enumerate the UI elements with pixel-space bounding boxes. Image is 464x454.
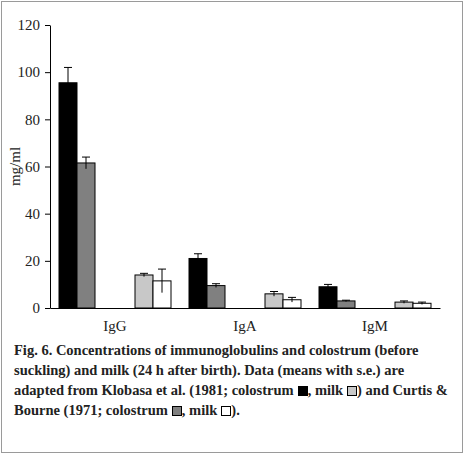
- y-tick-mark: [45, 261, 50, 262]
- caption-swatch: [347, 386, 357, 396]
- y-tick-label: 20: [25, 253, 40, 269]
- x-axis: IgG IgA IgM: [51, 308, 441, 334]
- y-tick-label: 0: [33, 300, 41, 316]
- x-tick-label: IgG: [103, 318, 126, 334]
- bar: [77, 163, 95, 308]
- y-tick-mark: [45, 214, 50, 215]
- y-tick-label: 80: [25, 112, 40, 128]
- y-tick: 80: [25, 112, 50, 128]
- figure: 0 20 40 60 80 100 120 IgG IgA IgM mg/ml Fig. 6. Con…: [0, 0, 464, 454]
- y-tick-mark: [45, 72, 50, 73]
- bar-series: [153, 269, 431, 308]
- error-cap: [400, 300, 408, 301]
- error-bar: [274, 291, 275, 296]
- error-cap: [288, 297, 296, 298]
- bar-series: [59, 67, 337, 308]
- y-tick-mark: [45, 25, 50, 26]
- error-cap: [342, 300, 350, 301]
- y-tick-label: 40: [25, 206, 40, 222]
- bar: [319, 287, 337, 308]
- y-axis-line: [50, 26, 51, 309]
- bar-series: [135, 273, 413, 308]
- error-cap: [140, 273, 148, 274]
- error-bar: [292, 297, 293, 302]
- caption-swatch: [221, 406, 231, 416]
- error-cap: [270, 291, 278, 292]
- error-bar: [68, 67, 69, 98]
- error-cap: [418, 302, 426, 303]
- y-tick-label: 100: [18, 64, 41, 80]
- error-cap: [212, 283, 220, 284]
- y-tick-mark: [45, 119, 50, 120]
- bar: [59, 83, 77, 308]
- y-axis-title: mg/ml: [7, 147, 23, 186]
- y-tick: 60: [25, 159, 50, 175]
- caption-text: ).: [231, 402, 239, 418]
- error-bar: [328, 284, 329, 289]
- caption-text: , milk: [308, 382, 343, 398]
- figure-frame: [2, 2, 463, 453]
- error-cap: [194, 253, 202, 254]
- bar-series: [77, 157, 355, 308]
- caption-swatch: [298, 386, 308, 396]
- x-tick: IgG: [103, 308, 126, 334]
- x-tick: IgA: [233, 308, 256, 334]
- x-axis-line: [51, 308, 441, 309]
- bar: [135, 275, 153, 308]
- error-cap: [64, 67, 72, 68]
- plot-area: [59, 67, 431, 308]
- caption-text: , milk: [182, 402, 217, 418]
- y-tick-mark: [45, 167, 50, 168]
- y-tick: 20: [25, 253, 50, 269]
- y-tick: 120: [18, 17, 51, 33]
- error-bar: [86, 157, 87, 169]
- error-cap: [324, 284, 332, 285]
- caption-swatch: [172, 406, 182, 416]
- error-cap: [82, 157, 90, 158]
- error-bar: [198, 254, 199, 263]
- error-bar: [162, 269, 163, 293]
- error-bar: [216, 284, 217, 288]
- y-tick-label: 60: [25, 159, 40, 175]
- bar: [207, 286, 225, 308]
- y-tick: 0: [33, 300, 51, 316]
- y-tick: 40: [25, 206, 50, 222]
- x-tick-label: IgM: [362, 318, 388, 334]
- x-tick-label: IgA: [233, 318, 256, 334]
- y-tick-mark: [45, 308, 50, 309]
- error-cap: [158, 269, 166, 270]
- y-tick-label: 120: [18, 17, 41, 33]
- bar: [189, 258, 207, 308]
- bar: [337, 301, 355, 308]
- y-tick: 100: [18, 64, 51, 80]
- x-tick: IgM: [362, 308, 388, 334]
- caption: Fig. 6. Concentrations of immunoglobulin…: [14, 340, 452, 420]
